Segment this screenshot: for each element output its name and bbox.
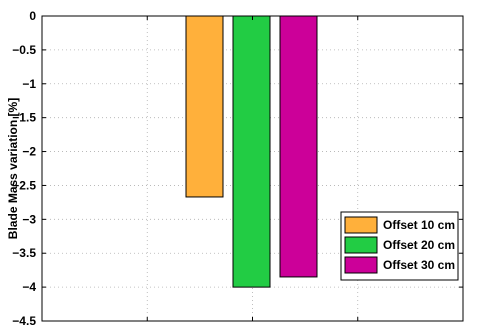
y-axis-ticks: 0 −0.5 −1 −1.5 −2 −2.5 −3 −3.5 −4 −4.5 xyxy=(12,9,463,328)
y-tick-label: −1 xyxy=(22,77,36,91)
bar-3 xyxy=(279,15,318,278)
y-tick-label: −4 xyxy=(22,280,36,294)
y-axis-label: Blade Mass variation [%] xyxy=(6,98,20,239)
legend: Offset 10 cm Offset 20 cm Offset 30 cm xyxy=(340,211,459,281)
legend-label-2: Offset 20 cm xyxy=(383,238,455,252)
legend-swatch-2 xyxy=(344,236,378,254)
y-tick-label: 0 xyxy=(29,9,36,23)
legend-swatch-3 xyxy=(344,256,378,274)
y-tick-label: −2 xyxy=(22,145,36,159)
bar-1 xyxy=(185,15,224,198)
y-tick-label: −3 xyxy=(22,212,36,226)
y-tick-label: −1.5 xyxy=(12,111,36,125)
y-tick-label: −0.5 xyxy=(12,43,36,57)
y-tick-label: −2.5 xyxy=(12,178,36,192)
y-tick-label: −4.5 xyxy=(12,314,36,328)
y-tick-label: −3.5 xyxy=(12,246,36,260)
legend-swatch-1 xyxy=(344,216,378,234)
legend-label-3: Offset 30 cm xyxy=(383,258,455,272)
bar-2 xyxy=(232,15,271,288)
bars xyxy=(185,15,318,288)
legend-label-1: Offset 10 cm xyxy=(383,218,455,232)
